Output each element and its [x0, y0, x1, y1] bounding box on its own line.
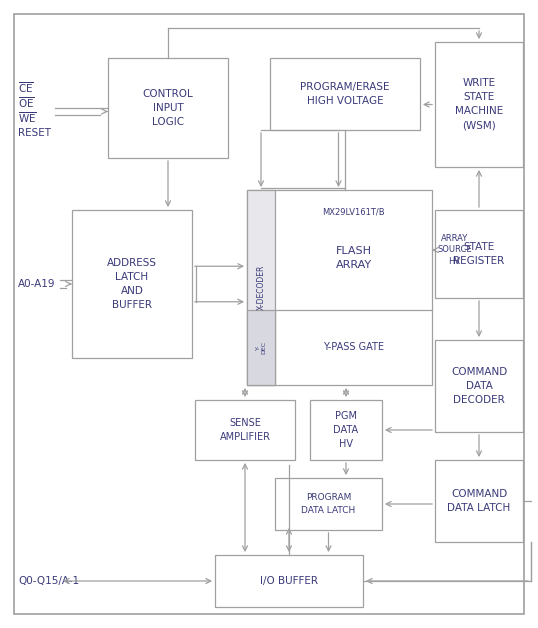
- Text: $\overline{\mathrm{OE}}$: $\overline{\mathrm{OE}}$: [18, 95, 35, 111]
- Bar: [275, 478, 382, 530]
- Bar: [247, 190, 432, 385]
- Bar: [247, 310, 275, 385]
- Bar: [310, 400, 382, 460]
- Text: Y-
DEC: Y- DEC: [256, 341, 266, 354]
- Text: Q0-Q15/A-1: Q0-Q15/A-1: [18, 576, 79, 586]
- Bar: [435, 340, 523, 432]
- Bar: [247, 190, 275, 385]
- Bar: [270, 58, 420, 130]
- Text: PGM
DATA
HV: PGM DATA HV: [334, 411, 358, 449]
- Text: WRITE
STATE
MACHINE
(WSM): WRITE STATE MACHINE (WSM): [455, 78, 503, 131]
- Text: A0-A19: A0-A19: [18, 279, 55, 289]
- Text: RESET: RESET: [18, 128, 51, 138]
- Text: ADDRESS
LATCH
AND
BUFFER: ADDRESS LATCH AND BUFFER: [107, 258, 157, 310]
- Text: I/O BUFFER: I/O BUFFER: [260, 576, 318, 586]
- Text: PROGRAM/ERASE
HIGH VOLTAGE: PROGRAM/ERASE HIGH VOLTAGE: [300, 82, 390, 106]
- Text: FLASH
ARRAY: FLASH ARRAY: [335, 246, 372, 270]
- Text: $\overline{\mathrm{CE}}$: $\overline{\mathrm{CE}}$: [18, 80, 34, 95]
- Bar: [435, 210, 523, 298]
- Text: SENSE
AMPLIFIER: SENSE AMPLIFIER: [220, 418, 271, 442]
- Text: COMMAND
DATA
DECODER: COMMAND DATA DECODER: [451, 367, 507, 405]
- Bar: [108, 58, 228, 158]
- Text: ARRAY
SOURCE
HV: ARRAY SOURCE HV: [437, 234, 472, 266]
- Text: STATE
REGISTER: STATE REGISTER: [454, 242, 505, 266]
- Text: MX29LV161T/B: MX29LV161T/B: [322, 207, 385, 217]
- Bar: [72, 210, 192, 358]
- Text: $\overline{\mathrm{WE}}$: $\overline{\mathrm{WE}}$: [18, 111, 37, 126]
- Bar: [435, 460, 523, 542]
- Bar: [215, 555, 363, 607]
- Bar: [195, 400, 295, 460]
- Text: COMMAND
DATA LATCH: COMMAND DATA LATCH: [448, 489, 511, 513]
- Bar: [435, 42, 523, 167]
- Text: PROGRAM
DATA LATCH: PROGRAM DATA LATCH: [301, 493, 356, 515]
- Text: Y-PASS GATE: Y-PASS GATE: [323, 342, 384, 352]
- Text: X-DECODER: X-DECODER: [257, 265, 265, 310]
- Text: CONTROL
INPUT
LOGIC: CONTROL INPUT LOGIC: [143, 89, 193, 127]
